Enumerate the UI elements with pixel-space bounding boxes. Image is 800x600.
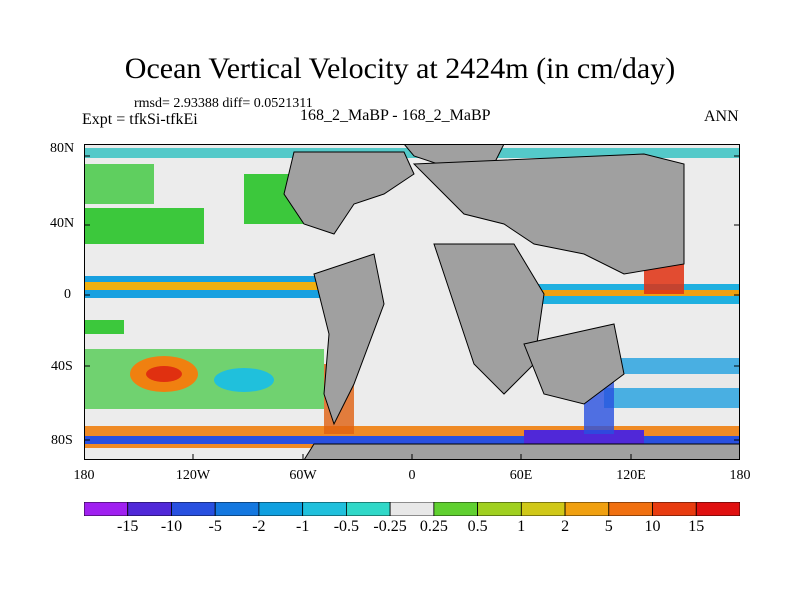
lat-label-0: 0 (64, 287, 71, 302)
experiment-label: Expt = tfkSi-tfkEi (82, 111, 198, 128)
colorbar-swatch (695, 502, 740, 516)
colorbar-label: -15 (117, 518, 139, 535)
lat-label-40s: 40S (51, 359, 73, 374)
colorbar-swatch (302, 502, 347, 516)
colorbar-swatch (433, 502, 478, 516)
map-panel (84, 144, 740, 460)
land-masses (283, 144, 740, 460)
land-south-america (313, 253, 385, 426)
lon-label-0: 0 (408, 468, 416, 483)
colorbar-label: -1 (296, 518, 310, 535)
land-antarctica (303, 443, 740, 460)
land-north-america (283, 151, 415, 235)
plot-title: Ocean Vertical Velocity at 2424m (in cm/… (124, 52, 676, 85)
stats-text: rmsd= 2.93388 diff= 0.0521311 (134, 96, 313, 111)
lon-label-60e: 60E (509, 468, 533, 483)
land-africa (433, 243, 545, 395)
colorbar-swatch (84, 502, 129, 516)
lon-label-60w: 60W (289, 468, 317, 483)
colorbar-label: 15 (688, 518, 705, 535)
colorbar-swatch (258, 502, 304, 516)
lon-label-180w: 180 (73, 468, 95, 483)
colorbar-swatch (171, 502, 216, 516)
colorbar-swatch (214, 502, 260, 516)
lat-label-80s: 80S (51, 433, 73, 448)
colorbar-swatch (608, 502, 653, 516)
colorbar-label: -5 (208, 518, 222, 535)
colorbar-label: -10 (160, 518, 183, 535)
colorbar-swatch (389, 502, 435, 516)
lat-label-40n: 40N (50, 216, 75, 231)
colorbar-label: -0.5 (333, 518, 360, 535)
colorbar-label: 5 (604, 518, 613, 535)
colorbar-label: 2 (561, 518, 570, 535)
colorbar-swatch (652, 502, 697, 516)
colorbar-swatch (127, 502, 172, 516)
colorbar-label: 10 (644, 518, 661, 535)
colorbar-swatch (564, 502, 610, 516)
case-label: 168_2_MaBP - 168_2_MaBP (300, 107, 491, 124)
colorbar-swatch (520, 502, 566, 516)
land-australia (523, 323, 625, 405)
colorbar (84, 502, 740, 516)
lon-label-120e: 120E (616, 468, 646, 483)
colorbar-label: 0.25 (419, 518, 448, 535)
colorbar-swatch (345, 502, 391, 516)
land-eurasia (412, 153, 685, 275)
lat-label-80n: 80N (50, 141, 75, 156)
lon-label-180e: 180 (729, 468, 751, 483)
season-label: ANN (704, 108, 739, 125)
colorbar-label: 0.5 (467, 518, 488, 535)
tick-marks (84, 155, 740, 460)
colorbar-label: -0.25 (373, 518, 407, 535)
colorbar-label: 1 (517, 518, 526, 535)
lon-label-120w: 120W (175, 468, 211, 483)
colorbar-swatch (477, 502, 522, 516)
colorbar-label: -2 (252, 518, 266, 535)
